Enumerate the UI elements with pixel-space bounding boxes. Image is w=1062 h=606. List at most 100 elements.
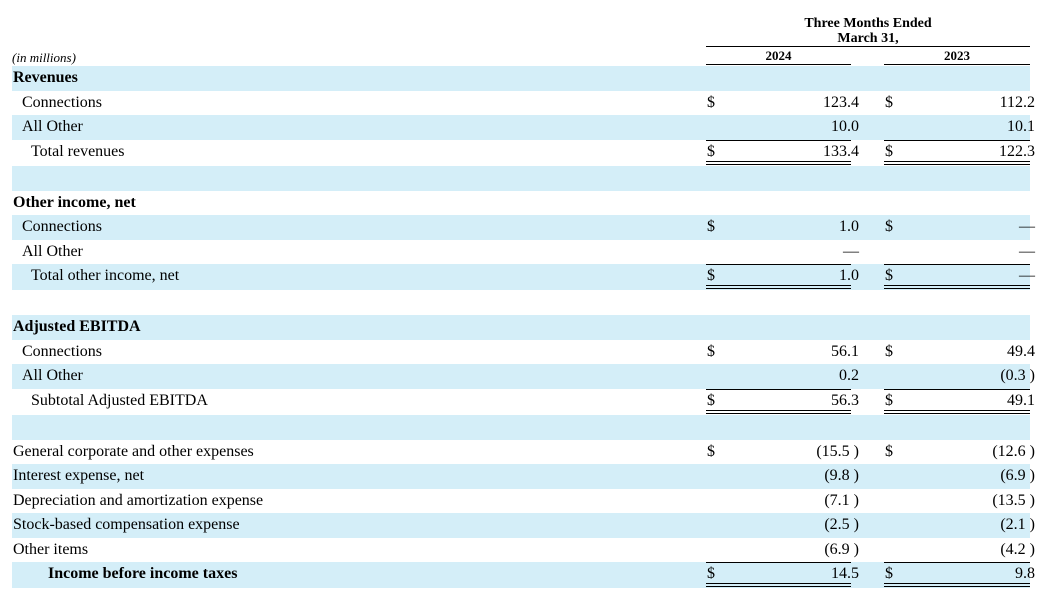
value-2024: (7.1 )	[824, 491, 859, 509]
table-row: Depreciation and amortization expense (7…	[12, 489, 1035, 514]
table-row: Connections $ 56.1 $ 49.4	[12, 340, 1035, 365]
value-2024: (9.8 )	[824, 467, 859, 484]
table-row: General corporate and other expenses $ (…	[12, 440, 1035, 465]
row-label: Other items	[13, 540, 89, 558]
dollar-sign: $	[707, 442, 715, 460]
row-label: Other income, net	[13, 193, 136, 211]
value-2023: —	[1019, 218, 1035, 235]
value-2023: (12.6 )	[992, 442, 1035, 460]
value-2023: 9.8	[1015, 565, 1035, 582]
value-2023: 122.3	[999, 142, 1035, 160]
year-2023-header: 2023	[944, 48, 970, 63]
dollar-sign: $	[707, 267, 715, 284]
single-rule	[706, 264, 851, 265]
single-rule	[706, 562, 851, 563]
single-rule	[706, 139, 851, 141]
row-label: All Other	[22, 118, 83, 135]
value-2024: 133.4	[823, 142, 859, 160]
header-rule	[706, 46, 1030, 47]
single-rule	[884, 264, 1030, 265]
single-rule	[706, 388, 851, 390]
row-label: All Other	[22, 367, 83, 384]
dollar-sign: $	[707, 93, 715, 111]
value-2023: (4.2 )	[1000, 540, 1035, 558]
spacer-row	[12, 414, 1030, 440]
table-row: Stock-based compensation expense (2.5 ) …	[12, 513, 1035, 538]
section-header-revenues: Revenues	[12, 66, 1030, 91]
dollar-sign: $	[707, 391, 715, 409]
row-label: Adjusted EBITDA	[13, 318, 141, 335]
value-2023: (0.3 )	[1000, 367, 1035, 384]
value-2024: 10.0	[831, 118, 859, 135]
value-2023: 112.2	[999, 93, 1035, 111]
row-label: Connections	[22, 218, 102, 235]
value-2024: (6.9 )	[824, 540, 859, 558]
value-2024: 56.3	[831, 391, 859, 409]
period-header: Three Months Ended March 31,	[706, 16, 1030, 46]
double-rule	[706, 285, 851, 289]
value-2023: (2.1 )	[1000, 516, 1035, 533]
total-row: Income before income taxes $ 14.5 $ 9.8	[12, 562, 1035, 588]
table-row: Other items (6.9 ) (4.2 )	[12, 538, 1035, 563]
dollar-sign: $	[885, 342, 893, 360]
dollar-sign: $	[707, 218, 715, 235]
row-label: Connections	[22, 93, 102, 111]
year-2024-rule	[706, 64, 851, 65]
year-2024-header: 2024	[765, 48, 792, 63]
double-rule	[884, 409, 1030, 414]
single-rule	[884, 562, 1030, 563]
value-2023: 10.1	[1007, 118, 1035, 135]
total-row: Total revenues $ 133.4 $ 122.3	[12, 139, 1035, 166]
dollar-sign: $	[885, 267, 893, 284]
period-header-line1: Three Months Ended	[804, 16, 932, 31]
value-2024: 56.1	[831, 342, 859, 360]
value-2024: 0.2	[839, 367, 859, 384]
row-label: Interest expense, net	[13, 467, 145, 484]
double-rule	[884, 583, 1030, 587]
double-rule	[706, 409, 851, 414]
section-header-adjusted-ebitda: Adjusted EBITDA	[12, 315, 1030, 340]
value-2024: —	[843, 242, 859, 260]
value-2023: —	[1019, 267, 1035, 284]
single-rule	[884, 139, 1030, 141]
value-2024: 14.5	[831, 565, 859, 582]
period-header-line2: March 31,	[837, 31, 899, 46]
table-row: Connections $ 123.4 $ 112.2	[12, 91, 1035, 116]
dollar-sign: $	[707, 565, 715, 582]
double-rule	[706, 583, 851, 587]
row-label: Connections	[22, 342, 102, 360]
dollar-sign: $	[885, 565, 893, 582]
row-label: Total other income, net	[31, 267, 180, 284]
dollar-sign: $	[707, 342, 715, 360]
value-2024: (15.5 )	[816, 442, 859, 460]
single-rule	[884, 388, 1030, 390]
value-2024: 1.0	[839, 218, 859, 235]
financial-table: Revenues Connections $ 123.4 $ 112.2 All…	[12, 66, 1035, 588]
dollar-sign: $	[885, 142, 893, 160]
table-row: All Other — —	[12, 240, 1035, 265]
value-2024: 1.0	[839, 267, 859, 284]
row-label: Income before income taxes	[48, 565, 238, 582]
value-2023: 49.1	[1007, 391, 1035, 409]
row-label: All Other	[22, 242, 83, 260]
total-row: Subtotal Adjusted EBITDA $ 56.3 $ 49.1	[12, 388, 1035, 415]
spacer-row	[12, 165, 1030, 191]
table-row: Connections $ 1.0 $ —	[12, 215, 1035, 240]
value-2023: —	[1019, 242, 1035, 260]
double-rule	[884, 285, 1030, 289]
value-2023: 49.4	[1007, 342, 1035, 360]
section-header-other-income: Other income, net	[12, 191, 1030, 216]
value-2023: (6.9 )	[1000, 467, 1035, 484]
dollar-sign: $	[885, 442, 893, 460]
table-row: All Other 10.0 10.1	[12, 115, 1035, 140]
year-2023-rule	[884, 64, 1030, 65]
dollar-sign: $	[885, 391, 893, 409]
dollar-sign: $	[885, 93, 893, 111]
table-row: Interest expense, net (9.8 ) (6.9 )	[12, 464, 1035, 489]
row-label: Stock-based compensation expense	[13, 516, 240, 533]
dollar-sign: $	[707, 142, 715, 160]
row-label: Total revenues	[31, 142, 125, 160]
spacer-row	[12, 290, 1030, 315]
value-2024: 123.4	[823, 93, 859, 111]
table-row: All Other 0.2 (0.3 )	[12, 364, 1035, 389]
